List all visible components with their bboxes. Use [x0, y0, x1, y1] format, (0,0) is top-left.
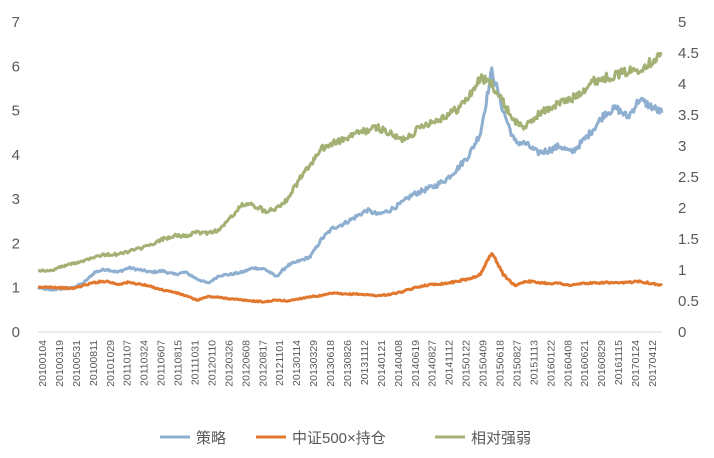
x-tick-label: 20150409 — [478, 340, 490, 387]
x-tick-label: 20120326 — [223, 340, 235, 387]
y-left-tick-label: 4 — [12, 147, 20, 164]
legend-label: 相对强弱 — [471, 430, 531, 447]
x-tick-label: 20121101 — [274, 340, 286, 386]
x-tick-label: 20111031 — [190, 340, 202, 385]
x-tick-label: 20150618 — [495, 340, 507, 387]
y-right-tick-label: 0.5 — [678, 293, 699, 310]
x-tick-label: 20160122 — [545, 340, 557, 387]
x-tick-label: 20110607 — [156, 340, 168, 386]
x-tick-label: 20140827 — [427, 340, 439, 387]
x-tick-label: 20110815 — [173, 340, 185, 386]
x-tick-label: 20131112 — [359, 340, 371, 385]
x-tick-label: 20170124 — [630, 340, 642, 387]
y-left-tick-label: 0 — [12, 324, 20, 341]
y-left-tick-label: 6 — [12, 58, 20, 75]
x-tick-label: 20110324 — [139, 340, 151, 386]
x-tick-label: 20110107 — [122, 340, 134, 386]
x-tick-label: 20101029 — [105, 340, 117, 387]
y-right-tick-label: 5 — [678, 14, 686, 31]
legend-label: 策略 — [196, 430, 226, 447]
x-tick-label: 20120608 — [240, 340, 252, 387]
x-tick-label: 20141112 — [444, 340, 456, 385]
y-left-tick-label: 5 — [12, 103, 20, 120]
x-tick-label: 20130618 — [325, 340, 337, 387]
y-right-tick-label: 1 — [678, 262, 686, 279]
x-tick-label: 20100319 — [54, 340, 66, 387]
y-right-tick-label: 0 — [678, 324, 686, 341]
y-right-tick-label: 1.5 — [678, 231, 699, 248]
series-line-2 — [37, 51, 663, 273]
y-right-tick-label: 2 — [678, 200, 686, 217]
x-tick-label: 20140121 — [376, 340, 388, 387]
y-left-tick-label: 3 — [12, 191, 20, 208]
x-tick-label: 20160621 — [579, 340, 591, 387]
x-tick-label: 20140408 — [393, 340, 405, 387]
legend-label: 中证500×持仓 — [292, 430, 386, 447]
y-left-tick-label: 2 — [12, 235, 20, 252]
x-tick-label: 20160408 — [562, 340, 574, 387]
x-tick-label: 20100104 — [37, 340, 49, 387]
x-tick-label: 20100531 — [71, 340, 83, 387]
y-left-tick-label: 1 — [12, 280, 20, 297]
x-tick-label: 20130826 — [342, 340, 354, 387]
y-right-tick-label: 3 — [678, 138, 686, 155]
x-tick-label: 20100811 — [88, 340, 100, 386]
x-tick-label: 20120110 — [206, 340, 218, 386]
y-left-tick-label: 7 — [12, 14, 20, 31]
x-tick-label: 20150122 — [461, 340, 473, 387]
y-right-tick-label: 2.5 — [678, 169, 699, 186]
series-line-0 — [37, 66, 664, 292]
x-tick-label: 20130114 — [291, 340, 303, 386]
y-right-tick-label: 3.5 — [678, 107, 699, 124]
x-tick-label: 20130329 — [308, 340, 320, 387]
y-right-tick-label: 4 — [678, 76, 686, 93]
x-tick-label: 20151113 — [528, 340, 540, 385]
y-right-tick-label: 4.5 — [678, 45, 699, 62]
x-tick-label: 20120817 — [257, 340, 269, 387]
x-tick-label: 20150827 — [511, 340, 523, 387]
x-tick-label: 20161115 — [613, 340, 625, 385]
x-tick-label: 20140619 — [410, 340, 422, 387]
x-tick-label: 20160829 — [596, 340, 608, 387]
x-tick-label: 20170412 — [647, 340, 659, 387]
series-line-1 — [37, 252, 663, 304]
